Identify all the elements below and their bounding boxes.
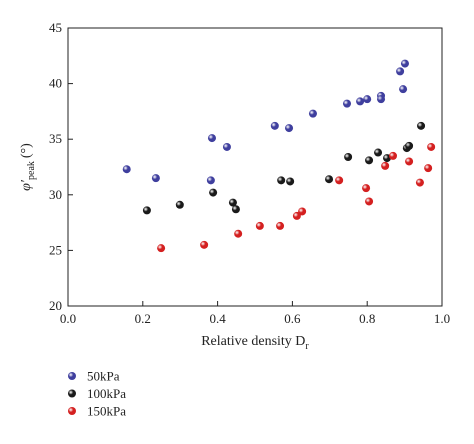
point (374, 148, 383, 157)
point (207, 134, 216, 143)
x-axis-label: Relative density Dr (201, 334, 309, 352)
y-tick-label: 20 (49, 298, 62, 313)
y-axis-label: φ′peak (°) (19, 143, 37, 191)
y-tick-label: 25 (49, 242, 62, 257)
point (344, 152, 353, 161)
point (389, 151, 398, 160)
point (222, 142, 231, 151)
point (308, 109, 317, 118)
point (325, 175, 334, 184)
point (200, 240, 209, 249)
point (377, 95, 386, 104)
x-tick-label: 0.0 (60, 311, 76, 326)
point (292, 211, 301, 220)
point (142, 206, 151, 215)
x-tick-label: 0.4 (209, 311, 226, 326)
y-label-subscript: peak (26, 161, 37, 180)
point (231, 205, 240, 214)
point (417, 121, 426, 130)
point (175, 200, 184, 209)
legend-label: 100kPa (87, 386, 126, 401)
point (286, 177, 295, 186)
point (365, 156, 374, 165)
point (298, 207, 307, 216)
point (381, 161, 390, 170)
point (362, 184, 371, 193)
legend-marker (68, 372, 76, 380)
y-label-symbol: φ′ (19, 179, 34, 191)
point (206, 176, 215, 185)
point (405, 157, 414, 166)
point (400, 59, 409, 68)
point (396, 67, 405, 76)
point (151, 174, 160, 183)
point (277, 176, 286, 185)
y-tick-label: 30 (49, 187, 62, 202)
point (427, 142, 436, 151)
legend-marker (68, 389, 76, 398)
legend-label: 150kPa (87, 404, 126, 419)
legend-marker (68, 407, 76, 415)
point (122, 165, 131, 174)
x-tick-label: 0.2 (135, 311, 151, 326)
x-tick-label: 1.0 (434, 311, 450, 326)
y-label-unit: (°) (19, 143, 34, 158)
point (415, 178, 424, 187)
point (157, 244, 166, 253)
x-tick-label: 0.8 (359, 311, 375, 326)
point (285, 124, 294, 133)
point (343, 99, 352, 108)
x-tick-label: 0.6 (284, 311, 301, 326)
point (399, 85, 408, 94)
point (335, 176, 344, 185)
point (209, 188, 218, 197)
point (276, 221, 285, 230)
y-tick-label: 35 (49, 131, 62, 146)
x-label-text: Relative density D (201, 334, 305, 349)
y-tick-label: 45 (49, 20, 62, 35)
point (228, 198, 237, 207)
plot-frame (67, 27, 443, 307)
point (234, 229, 243, 238)
point (365, 197, 374, 206)
y-tick-label: 40 (49, 76, 62, 91)
point (424, 164, 433, 173)
point (405, 141, 414, 150)
point (356, 97, 365, 106)
legend-label: 50kPa (87, 369, 120, 384)
point (270, 121, 279, 130)
point (363, 95, 372, 104)
point (255, 221, 264, 230)
x-label-subscript: r (305, 341, 309, 352)
